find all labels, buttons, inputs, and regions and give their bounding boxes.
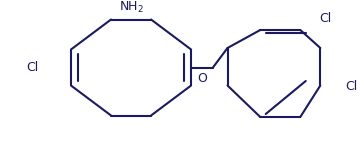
Text: Cl: Cl (345, 81, 357, 93)
Text: Cl: Cl (27, 61, 39, 74)
Text: O: O (197, 72, 207, 84)
Text: NH$_2$: NH$_2$ (119, 0, 143, 15)
Text: Cl: Cl (320, 12, 332, 24)
